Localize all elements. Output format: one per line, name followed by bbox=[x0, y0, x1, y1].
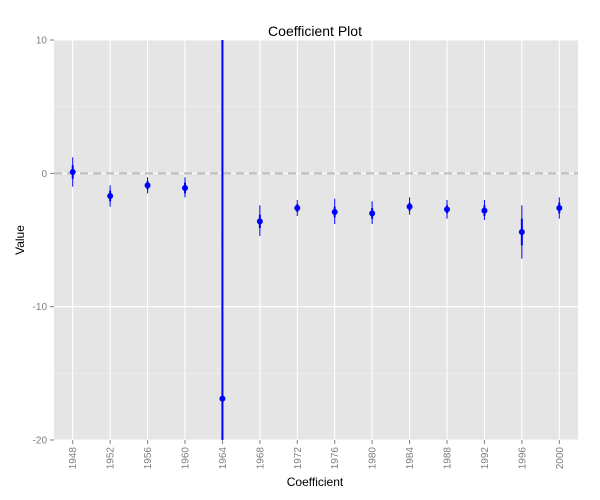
x-tick-label: 2000 bbox=[555, 447, 566, 470]
y-tick-label: -10 bbox=[33, 302, 48, 313]
grid-lines bbox=[54, 39, 578, 441]
x-tick-label: 1964 bbox=[218, 447, 229, 470]
point-1948 bbox=[69, 169, 76, 175]
x-tick-label: 1952 bbox=[106, 447, 117, 470]
x-tick-label: 1976 bbox=[330, 447, 341, 470]
x-tick-label: 1984 bbox=[405, 447, 416, 470]
point-1964 bbox=[219, 395, 226, 402]
point-1968 bbox=[256, 218, 263, 225]
point-1956 bbox=[144, 182, 151, 189]
point-1960 bbox=[182, 185, 188, 191]
coefficient-series bbox=[69, 40, 563, 440]
x-tick-label: 1948 bbox=[68, 447, 79, 470]
point-2000 bbox=[556, 205, 563, 211]
x-tick-label: 1980 bbox=[368, 447, 379, 470]
point-1972 bbox=[294, 205, 301, 211]
x-tick-label: 1972 bbox=[293, 447, 304, 470]
x-tick-label: 1956 bbox=[143, 447, 154, 470]
point-1980 bbox=[369, 210, 376, 217]
y-tick-label: -20 bbox=[33, 436, 48, 447]
point-1976 bbox=[331, 209, 338, 215]
x-tick-label: 1996 bbox=[517, 447, 528, 470]
x-axis-title: Coefficient bbox=[287, 475, 344, 489]
y-axis-ticks: -20 -10 0 10 bbox=[33, 36, 54, 447]
x-tick-label: 1960 bbox=[181, 447, 192, 470]
point-1952 bbox=[107, 193, 114, 199]
x-axis-ticks: 1948 1952 1956 1960 1964 1968 1972 1976 1980 1984… bbox=[68, 440, 566, 469]
x-tick-label: 1992 bbox=[480, 447, 491, 470]
point-1992 bbox=[481, 207, 488, 214]
x-tick-label: 1988 bbox=[443, 447, 454, 470]
chart-title: Coefficient Plot bbox=[268, 23, 362, 39]
y-tick-label: 10 bbox=[36, 36, 48, 47]
x-tick-label: 1968 bbox=[255, 447, 266, 470]
point-1984 bbox=[406, 203, 413, 210]
point-1988 bbox=[444, 206, 450, 213]
y-tick-label: 0 bbox=[41, 169, 47, 180]
y-axis-title: Value bbox=[13, 225, 27, 255]
point-1996 bbox=[518, 229, 525, 235]
